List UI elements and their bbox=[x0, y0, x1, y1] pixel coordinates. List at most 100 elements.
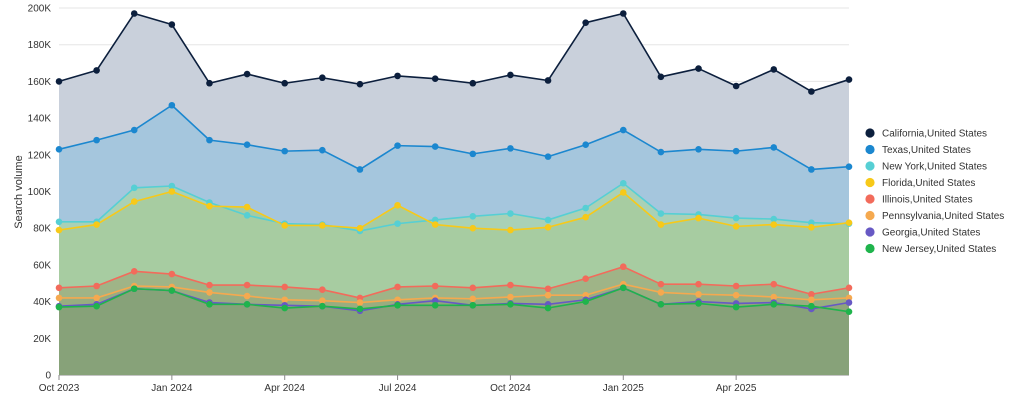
data-point[interactable] bbox=[845, 219, 853, 226]
data-point[interactable] bbox=[507, 71, 514, 79]
data-point[interactable] bbox=[845, 308, 853, 315]
data-point[interactable] bbox=[619, 263, 627, 271]
data-point[interactable] bbox=[55, 294, 63, 302]
data-point[interactable] bbox=[55, 218, 63, 226]
data-point[interactable] bbox=[93, 136, 100, 144]
data-point[interactable] bbox=[319, 74, 326, 82]
data-point[interactable] bbox=[356, 299, 364, 306]
data-point[interactable] bbox=[507, 293, 514, 301]
data-point[interactable] bbox=[394, 301, 401, 309]
data-point[interactable] bbox=[243, 292, 251, 300]
data-point[interactable] bbox=[845, 76, 853, 83]
data-point[interactable] bbox=[243, 212, 251, 219]
data-point[interactable] bbox=[206, 202, 213, 210]
data-point[interactable] bbox=[770, 144, 778, 151]
data-point[interactable] bbox=[394, 201, 401, 209]
data-point[interactable] bbox=[206, 289, 213, 296]
data-point[interactable] bbox=[544, 304, 552, 312]
data-point[interactable] bbox=[770, 280, 778, 288]
legend-label[interactable]: Pennsylvania,United States bbox=[882, 211, 1004, 222]
data-point[interactable] bbox=[130, 268, 138, 275]
data-point[interactable] bbox=[243, 301, 251, 308]
data-point[interactable] bbox=[808, 219, 815, 226]
data-point[interactable] bbox=[732, 214, 740, 222]
data-point[interactable] bbox=[319, 146, 326, 154]
data-point[interactable] bbox=[507, 145, 514, 152]
data-point[interactable] bbox=[168, 101, 176, 109]
data-point[interactable] bbox=[431, 301, 439, 309]
data-point[interactable] bbox=[431, 216, 439, 224]
data-point[interactable] bbox=[130, 126, 138, 134]
data-point[interactable] bbox=[281, 296, 289, 304]
data-point[interactable] bbox=[695, 214, 702, 222]
data-point[interactable] bbox=[657, 301, 665, 308]
data-point[interactable] bbox=[619, 179, 627, 187]
data-point[interactable] bbox=[206, 136, 213, 144]
data-point[interactable] bbox=[93, 302, 100, 310]
data-point[interactable] bbox=[732, 82, 740, 90]
data-point[interactable] bbox=[657, 280, 665, 288]
data-point[interactable] bbox=[356, 166, 364, 173]
data-point[interactable] bbox=[93, 282, 100, 290]
data-point[interactable] bbox=[507, 226, 514, 234]
data-point[interactable] bbox=[281, 283, 289, 291]
data-point[interactable] bbox=[431, 297, 439, 304]
data-point[interactable] bbox=[281, 79, 289, 87]
data-point[interactable] bbox=[469, 284, 477, 292]
data-point[interactable] bbox=[168, 287, 176, 294]
data-point[interactable] bbox=[319, 286, 326, 293]
data-point[interactable] bbox=[770, 215, 778, 223]
data-point[interactable] bbox=[281, 147, 289, 155]
data-point[interactable] bbox=[206, 281, 213, 289]
data-point[interactable] bbox=[582, 19, 589, 26]
data-point[interactable] bbox=[808, 290, 815, 298]
data-point[interactable] bbox=[507, 301, 514, 308]
data-point[interactable] bbox=[695, 65, 702, 72]
data-point[interactable] bbox=[619, 284, 627, 292]
data-point[interactable] bbox=[243, 141, 251, 149]
data-point[interactable] bbox=[732, 282, 740, 290]
data-point[interactable] bbox=[243, 70, 251, 78]
data-point[interactable] bbox=[93, 67, 100, 74]
data-point[interactable] bbox=[845, 299, 853, 306]
data-point[interactable] bbox=[130, 198, 138, 205]
data-point[interactable] bbox=[695, 300, 702, 307]
data-point[interactable] bbox=[431, 282, 439, 290]
data-point[interactable] bbox=[845, 284, 853, 292]
data-point[interactable] bbox=[55, 78, 63, 85]
data-point[interactable] bbox=[469, 224, 477, 232]
data-point[interactable] bbox=[469, 301, 477, 309]
data-point[interactable] bbox=[845, 294, 853, 302]
data-point[interactable] bbox=[808, 296, 815, 304]
data-point[interactable] bbox=[394, 72, 401, 80]
data-point[interactable] bbox=[544, 291, 552, 299]
legend-label[interactable]: New York,United States bbox=[882, 162, 987, 173]
data-point[interactable] bbox=[281, 222, 289, 229]
legend-label[interactable]: Texas,United States bbox=[882, 145, 971, 156]
data-point[interactable] bbox=[394, 142, 401, 149]
data-point[interactable] bbox=[544, 223, 552, 231]
data-point[interactable] bbox=[130, 285, 138, 293]
data-point[interactable] bbox=[582, 291, 589, 299]
data-point[interactable] bbox=[732, 303, 740, 311]
data-point[interactable] bbox=[657, 148, 665, 156]
data-point[interactable] bbox=[431, 221, 439, 228]
data-point[interactable] bbox=[657, 73, 665, 81]
data-point[interactable] bbox=[206, 301, 213, 308]
data-point[interactable] bbox=[356, 294, 364, 302]
data-point[interactable] bbox=[619, 10, 627, 17]
data-point[interactable] bbox=[394, 220, 401, 227]
data-point[interactable] bbox=[657, 210, 665, 217]
data-point[interactable] bbox=[582, 298, 589, 305]
data-point[interactable] bbox=[808, 302, 815, 310]
data-point[interactable] bbox=[55, 226, 63, 234]
legend-label[interactable]: California,United States bbox=[882, 129, 987, 140]
data-point[interactable] bbox=[507, 210, 514, 217]
data-point[interactable] bbox=[582, 275, 589, 282]
data-point[interactable] bbox=[695, 145, 702, 153]
data-point[interactable] bbox=[469, 79, 477, 87]
data-point[interactable] bbox=[394, 296, 401, 304]
data-point[interactable] bbox=[619, 189, 627, 196]
data-point[interactable] bbox=[168, 270, 176, 278]
data-point[interactable] bbox=[582, 213, 589, 221]
